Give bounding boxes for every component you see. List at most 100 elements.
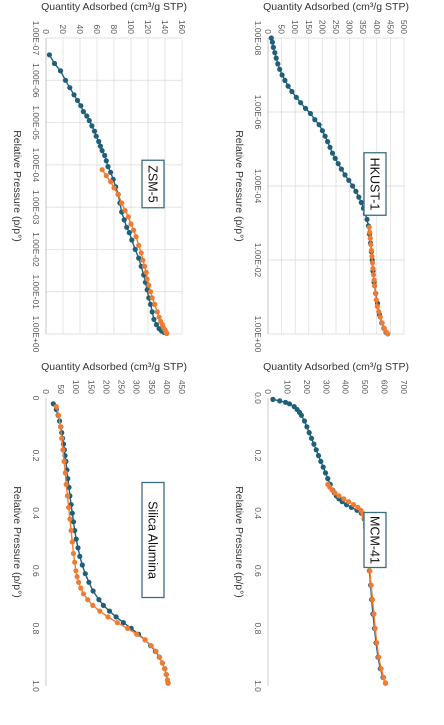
- desorption-point: [57, 424, 64, 430]
- y-tick-label: 100: [126, 20, 136, 34]
- y-tick-label: 400: [372, 20, 382, 34]
- desorption-point: [369, 597, 376, 603]
- y-tick-label: 250: [117, 380, 127, 394]
- desorption-point: [371, 283, 378, 289]
- desorption-point: [115, 191, 121, 197]
- x-axis-title: Relative Pressure (p/p°): [11, 130, 23, 242]
- y-tick-label: 200: [302, 380, 312, 394]
- adsorption-point: [100, 602, 106, 608]
- desorption-point: [158, 318, 164, 324]
- adsorption-point: [129, 237, 135, 243]
- x-tick-label: 1.0: [253, 680, 263, 692]
- adsorption-point: [289, 88, 295, 95]
- desorption-point: [367, 568, 373, 574]
- x-tick-label: 0.4: [253, 507, 263, 519]
- desorption-point: [143, 269, 149, 275]
- desorption-point: [128, 221, 134, 227]
- adsorption-point: [342, 172, 348, 178]
- adsorption-point: [77, 553, 83, 559]
- desorption-point: [149, 295, 155, 301]
- desorption-point: [73, 568, 79, 574]
- x-tick-label: 1.00E-06: [253, 95, 263, 130]
- adsorption-point: [46, 52, 52, 58]
- desorption-point: [125, 214, 131, 220]
- adsorption-point: [313, 447, 319, 453]
- desorption-point: [134, 631, 140, 637]
- desorption-point: [74, 574, 80, 580]
- desorption-point: [90, 602, 96, 608]
- y-tick-label: 250: [331, 20, 341, 34]
- desorption-point: [124, 625, 131, 631]
- adsorption-point: [277, 66, 283, 72]
- adsorption-point: [69, 510, 75, 516]
- adsorption-point: [78, 103, 84, 109]
- adsorption-point: [325, 476, 331, 482]
- adsorption-point: [273, 55, 279, 61]
- annotation-box: [363, 152, 387, 216]
- desorption-point: [159, 660, 165, 666]
- desorption-point: [78, 585, 84, 591]
- chart-zsm5: 0 20 40 60 80 100 120 140 160 1.00E-07 1.00E-06 1.0…: [11, 1, 187, 353]
- adsorption-point: [269, 39, 275, 45]
- x-axis-title: Relative Pressure (p/p°): [233, 486, 245, 598]
- desorption-point: [345, 499, 352, 505]
- adsorption-point: [364, 216, 370, 222]
- y-tick-label: 100: [282, 380, 292, 394]
- adsorption-point: [282, 77, 288, 84]
- desorption-point: [161, 666, 168, 672]
- desorption-point: [368, 247, 374, 253]
- adsorption-point: [120, 620, 126, 626]
- desorption-point: [152, 301, 158, 307]
- adsorption-point: [275, 61, 281, 67]
- adsorption-point: [107, 169, 114, 175]
- y-tick-label: 100: [290, 20, 300, 34]
- adsorption-point: [306, 430, 312, 436]
- desorption-point: [72, 559, 78, 565]
- x-tick-label: 0.0: [253, 392, 263, 404]
- desorption-point: [368, 582, 374, 588]
- adsorption-point: [304, 424, 310, 430]
- adsorption-point: [286, 401, 292, 407]
- adsorption-point: [324, 139, 331, 145]
- desorption-point: [163, 671, 169, 678]
- desorption-point: [372, 625, 378, 631]
- desorption-point: [371, 611, 377, 617]
- desorption-point: [99, 167, 105, 173]
- adsorption-point: [270, 396, 276, 403]
- adsorption-point: [335, 161, 341, 167]
- x-tick-label: 1.00E-06: [31, 63, 41, 98]
- adsorption-point: [358, 199, 364, 206]
- x-tick-label: 1.00E-02: [253, 243, 263, 278]
- desorption-point: [367, 229, 373, 235]
- x-tick-label: 0.6: [31, 565, 41, 577]
- adsorption-point: [268, 35, 274, 41]
- adsorption-point: [315, 453, 322, 459]
- y-tick-label: 400: [162, 380, 172, 394]
- x-tick-label: 1.00E-02: [31, 232, 41, 267]
- desorption-point: [376, 309, 382, 315]
- adsorption-point: [356, 194, 362, 200]
- adsorption-point: [79, 562, 85, 568]
- adsorption-point: [282, 399, 289, 405]
- desorption-point: [341, 496, 347, 502]
- y-axis-title: Quantity Adsorbed (cm³/g STP): [41, 1, 187, 13]
- desorption-point: [114, 620, 120, 626]
- adsorption-point: [327, 144, 333, 150]
- adsorption-point: [113, 614, 119, 620]
- desorption-point: [378, 666, 384, 672]
- desorption-point: [146, 282, 152, 288]
- adsorption-point: [329, 150, 336, 156]
- y-tick-label: 400: [341, 380, 351, 394]
- adsorption-point: [105, 164, 111, 170]
- x-tick-label: 1.00E-08: [253, 21, 263, 56]
- adsorption-point: [89, 123, 95, 129]
- desorption-point: [366, 224, 372, 230]
- x-axis-title: Relative Pressure (p/p°): [233, 130, 245, 242]
- desorption-point: [107, 179, 114, 185]
- adsorption-point: [96, 597, 102, 603]
- x-tick-label: 1.00E-04: [31, 148, 41, 183]
- annotation-label: Silica Alumina: [146, 501, 160, 579]
- annotation-box: [141, 481, 165, 599]
- desorption-point: [62, 470, 68, 476]
- x-tick-label: 1.00E-01: [31, 274, 41, 309]
